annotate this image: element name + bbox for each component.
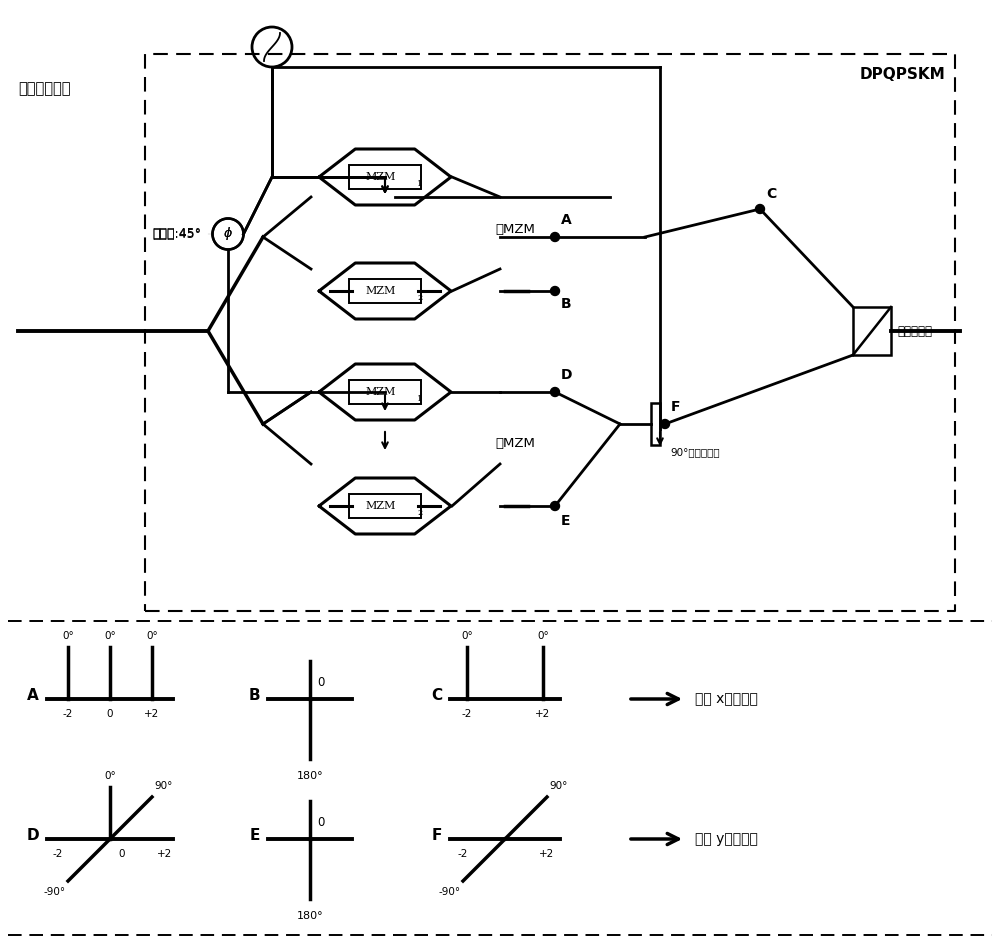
Text: 0°: 0° bbox=[62, 631, 74, 641]
Circle shape bbox=[550, 286, 560, 296]
Text: 偏振 x轴向输出: 偏振 x轴向输出 bbox=[695, 692, 758, 706]
Text: 2: 2 bbox=[417, 509, 423, 517]
Text: D: D bbox=[561, 368, 572, 382]
Text: MZM: MZM bbox=[366, 387, 396, 397]
Text: F: F bbox=[671, 400, 680, 414]
Text: -2: -2 bbox=[462, 709, 472, 719]
Text: 移相器:45°: 移相器:45° bbox=[152, 227, 201, 240]
Text: 0°: 0° bbox=[104, 771, 116, 781]
Text: E: E bbox=[250, 827, 260, 842]
Text: 0°: 0° bbox=[461, 631, 473, 641]
Text: 主MZM: 主MZM bbox=[495, 437, 535, 450]
Text: A: A bbox=[27, 687, 39, 702]
Text: 180°: 180° bbox=[297, 771, 323, 781]
Circle shape bbox=[550, 388, 560, 396]
Text: $\phi$: $\phi$ bbox=[223, 224, 233, 241]
Text: 2: 2 bbox=[417, 294, 423, 302]
FancyBboxPatch shape bbox=[853, 307, 891, 355]
Text: +2: +2 bbox=[144, 709, 160, 719]
Text: +2: +2 bbox=[157, 849, 173, 859]
Text: 0: 0 bbox=[119, 849, 125, 859]
Text: MZM: MZM bbox=[366, 286, 396, 296]
Text: 0°: 0° bbox=[146, 631, 158, 641]
Text: -2: -2 bbox=[63, 709, 73, 719]
Circle shape bbox=[550, 501, 560, 511]
Text: 180°: 180° bbox=[297, 911, 323, 921]
FancyBboxPatch shape bbox=[349, 279, 421, 303]
Text: C: C bbox=[431, 687, 442, 702]
Text: 1: 1 bbox=[417, 395, 423, 403]
Circle shape bbox=[660, 420, 670, 428]
Text: 90°偏振旋转器: 90°偏振旋转器 bbox=[670, 447, 720, 457]
Circle shape bbox=[550, 233, 560, 241]
Text: E: E bbox=[561, 514, 570, 528]
Text: DPQPSKM: DPQPSKM bbox=[859, 67, 945, 82]
Text: +2: +2 bbox=[535, 709, 551, 719]
Text: -90°: -90° bbox=[44, 887, 66, 897]
Text: 低频跳频信号: 低频跳频信号 bbox=[18, 82, 70, 97]
Text: 移相器:45°: 移相器:45° bbox=[152, 226, 201, 239]
Text: +2: +2 bbox=[539, 849, 555, 859]
FancyBboxPatch shape bbox=[349, 494, 421, 518]
Text: 0°: 0° bbox=[104, 631, 116, 641]
Text: $\phi$: $\phi$ bbox=[223, 224, 233, 241]
FancyBboxPatch shape bbox=[349, 380, 421, 404]
FancyBboxPatch shape bbox=[650, 403, 660, 445]
Text: 90°: 90° bbox=[549, 781, 567, 791]
Text: B: B bbox=[248, 687, 260, 702]
Text: -90°: -90° bbox=[439, 887, 461, 897]
Text: 0: 0 bbox=[107, 709, 113, 719]
Text: F: F bbox=[432, 827, 442, 842]
Text: 1: 1 bbox=[417, 180, 423, 188]
Circle shape bbox=[756, 205, 765, 213]
Text: MZM: MZM bbox=[366, 501, 396, 511]
Text: B: B bbox=[561, 297, 572, 311]
Text: 0: 0 bbox=[317, 676, 324, 689]
Text: 主MZM: 主MZM bbox=[495, 223, 535, 236]
Text: -2: -2 bbox=[458, 849, 468, 859]
Text: D: D bbox=[26, 827, 39, 842]
Text: 90°: 90° bbox=[154, 781, 172, 791]
Text: 0°: 0° bbox=[537, 631, 549, 641]
Text: 偏振合束器: 偏振合束器 bbox=[897, 325, 932, 337]
Text: -2: -2 bbox=[53, 849, 63, 859]
Text: 0: 0 bbox=[317, 816, 324, 829]
Text: A: A bbox=[561, 213, 572, 227]
Text: C: C bbox=[766, 187, 776, 201]
Text: 偏振 y轴向输出: 偏振 y轴向输出 bbox=[695, 832, 758, 846]
Text: MZM: MZM bbox=[366, 172, 396, 182]
FancyBboxPatch shape bbox=[349, 165, 421, 189]
